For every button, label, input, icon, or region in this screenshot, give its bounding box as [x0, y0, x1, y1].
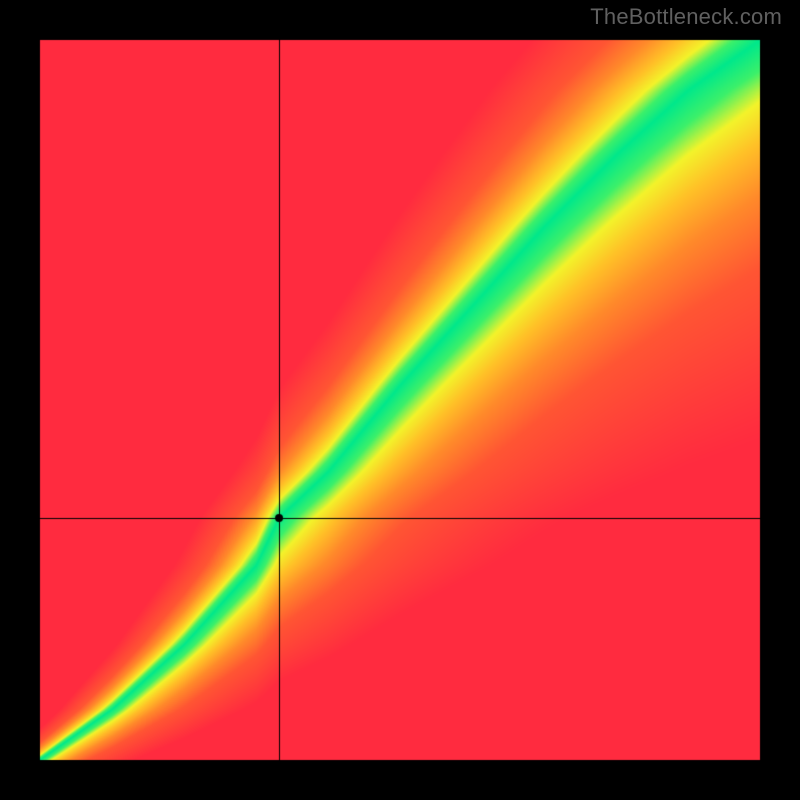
attribution-text: TheBottleneck.com [590, 4, 782, 30]
bottleneck-heatmap [0, 0, 800, 800]
chart-container: { "attribution_text": "TheBottleneck.com… [0, 0, 800, 800]
